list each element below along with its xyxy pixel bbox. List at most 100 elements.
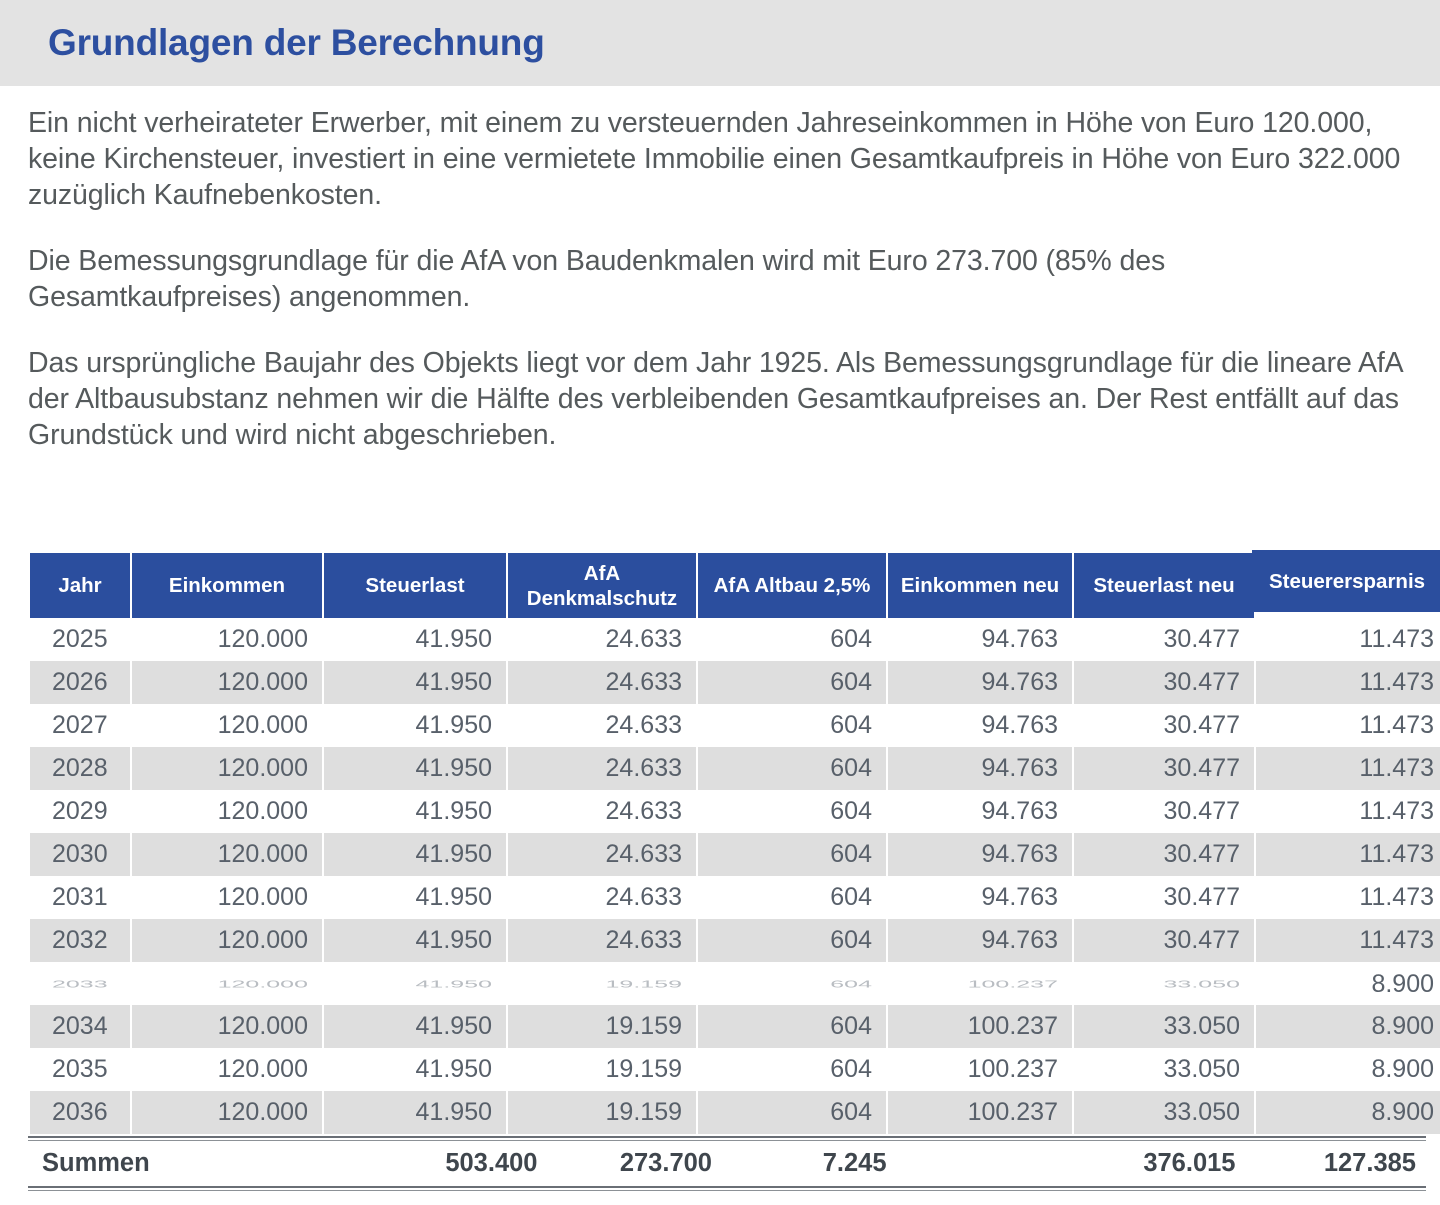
cell-jahr: 2032 bbox=[30, 919, 130, 962]
cell-ein: 120.000 bbox=[132, 876, 322, 919]
cell-spar: 8.900 bbox=[1256, 1091, 1440, 1134]
cell-spar: 11.473 bbox=[1256, 704, 1440, 747]
cell-afaa: 604 bbox=[698, 962, 886, 1005]
cell-afaa: 604 bbox=[698, 876, 886, 919]
column-header-steuerlast[interactable]: Steuerlast bbox=[324, 553, 506, 618]
cell-jahr: 2026 bbox=[30, 661, 130, 704]
column-header-steuerlast-neu[interactable]: Steuerlast neu bbox=[1074, 553, 1254, 618]
cell-ein: 120.000 bbox=[132, 833, 322, 876]
cell-st: 41.950 bbox=[324, 790, 506, 833]
cell-spar: 11.473 bbox=[1256, 618, 1440, 661]
cell-st: 41.950 bbox=[324, 876, 506, 919]
column-header-afa-denkmalschutz[interactable]: AfA Denkmalschutz bbox=[508, 553, 696, 618]
cell-ein: 120.000 bbox=[132, 962, 322, 1005]
cell-afad: 24.633 bbox=[508, 747, 696, 790]
clip-overlay bbox=[1244, 919, 1254, 962]
table-body: 2025 120.000 41.950 24.633 604 94.763 30.477 11… bbox=[30, 618, 1440, 1134]
cell-einn: 100.237 bbox=[888, 1005, 1072, 1048]
clip-overlay bbox=[1244, 1091, 1254, 1134]
cell-afad: 24.633 bbox=[508, 618, 696, 661]
cell-jahr: 2031 bbox=[30, 876, 130, 919]
cell-stn: 30.477 bbox=[1074, 833, 1254, 876]
cell-afad: 19.159 bbox=[508, 1005, 696, 1048]
cell-st: 41.950 bbox=[324, 661, 506, 704]
cell-st: 41.950 bbox=[324, 618, 506, 661]
cell-einn: 94.763 bbox=[888, 919, 1072, 962]
cell-jahr: 2025 bbox=[30, 618, 130, 661]
totals-steuerersparnis: 127.385 bbox=[1251, 1141, 1424, 1186]
column-header-einkommen[interactable]: Einkommen bbox=[132, 553, 322, 618]
cell-stn: 33.050 bbox=[1074, 1091, 1254, 1134]
page-title: Grundlagen der Berechnung bbox=[48, 22, 545, 63]
cell-afad: 24.633 bbox=[508, 790, 696, 833]
cell-einn: 94.763 bbox=[888, 704, 1072, 747]
table-row: 2035 120.000 41.950 19.159 604 100.237 33.050 8… bbox=[30, 1048, 1440, 1091]
column-header-afa-altbau[interactable]: AfA Altbau 2,5% bbox=[698, 553, 886, 618]
cell-jahr: 2034 bbox=[30, 1005, 130, 1048]
intro-text-block: Ein nicht verheirateter Erwerber, mit ei… bbox=[28, 105, 1426, 453]
table-header-row: Jahr Einkommen Steuerlast AfA Denkmalsch… bbox=[30, 550, 1440, 618]
clip-overlay bbox=[1244, 876, 1254, 919]
cell-afaa: 604 bbox=[698, 747, 886, 790]
cell-ein: 120.000 bbox=[132, 790, 322, 833]
clip-overlay bbox=[1244, 1048, 1254, 1091]
column-header-steuerersparnis[interactable]: Steuerersparnis bbox=[1252, 550, 1440, 612]
cell-ein: 120.000 bbox=[132, 661, 322, 704]
cell-afad: 19.159 bbox=[508, 962, 696, 1005]
table-row: 2031 120.000 41.950 24.633 604 94.763 30.477 11… bbox=[30, 876, 1440, 919]
clip-overlay bbox=[1244, 790, 1254, 833]
cell-spar: 11.473 bbox=[1256, 919, 1440, 962]
paragraph-3: Das ursprüngliche Baujahr des Objekts li… bbox=[28, 347, 1403, 451]
cell-ein: 120.000 bbox=[132, 1005, 322, 1048]
cell-einn: 94.763 bbox=[888, 747, 1072, 790]
cell-jahr: 2035 bbox=[30, 1048, 130, 1091]
cell-st: 41.950 bbox=[324, 747, 506, 790]
cell-afad: 24.633 bbox=[508, 833, 696, 876]
cell-ein: 120.000 bbox=[132, 1048, 322, 1091]
table-row: 2033 120.000 41.950 19.159 604 100.237 33.050 8… bbox=[30, 962, 1440, 1005]
column-header-jahr[interactable]: Jahr bbox=[30, 553, 130, 618]
cell-afaa: 604 bbox=[698, 1005, 886, 1048]
cell-spar: 8.900 bbox=[1256, 1005, 1440, 1048]
column-header-einkommen-neu[interactable]: Einkommen neu bbox=[888, 553, 1072, 618]
cell-afad: 24.633 bbox=[508, 704, 696, 747]
cell-spar: 11.473 bbox=[1256, 876, 1440, 919]
cell-afaa: 604 bbox=[698, 618, 886, 661]
cell-afad: 19.159 bbox=[508, 1048, 696, 1091]
cell-ein: 120.000 bbox=[132, 704, 322, 747]
cell-afaa: 604 bbox=[698, 1091, 886, 1134]
totals-rule-top bbox=[28, 1136, 1426, 1141]
cell-afad: 24.633 bbox=[508, 876, 696, 919]
table-row: 2036 120.000 41.950 19.159 604 100.237 33.050 8… bbox=[30, 1091, 1440, 1134]
cell-einn: 94.763 bbox=[888, 618, 1072, 661]
table-row: 2028 120.000 41.950 24.633 604 94.763 30.477 11… bbox=[30, 747, 1440, 790]
cell-afad: 24.633 bbox=[508, 661, 696, 704]
cell-afad: 19.159 bbox=[508, 1091, 696, 1134]
cell-stn: 30.477 bbox=[1074, 790, 1254, 833]
column-header-steuerersparnis-cell: Steuerersparnis bbox=[1252, 550, 1440, 618]
cell-jahr: 2028 bbox=[30, 747, 130, 790]
cell-stn: 33.050 bbox=[1074, 1048, 1254, 1091]
cell-afaa: 604 bbox=[698, 790, 886, 833]
totals-afa-denkmalschutz: 273.700 bbox=[553, 1141, 726, 1186]
cell-spar: 11.473 bbox=[1256, 833, 1440, 876]
table-row: 2030 120.000 41.950 24.633 604 94.763 30.477 11… bbox=[30, 833, 1440, 876]
cell-jahr: 2029 bbox=[30, 790, 130, 833]
cell-jahr: 2036 bbox=[30, 1091, 130, 1134]
cell-spar: 8.900 bbox=[1256, 962, 1440, 1005]
table-row: 2034 120.000 41.950 19.159 604 100.237 33.050 8… bbox=[30, 1005, 1440, 1048]
cell-st: 41.950 bbox=[324, 919, 506, 962]
cell-st: 41.950 bbox=[324, 704, 506, 747]
totals-steuerlast-neu: 376.015 bbox=[1077, 1141, 1250, 1186]
cell-afaa: 604 bbox=[698, 704, 886, 747]
clip-overlay bbox=[1244, 618, 1254, 661]
calculation-table: Jahr Einkommen Steuerlast AfA Denkmalsch… bbox=[28, 550, 1440, 1134]
cell-ein: 120.000 bbox=[132, 919, 322, 962]
cell-einn: 94.763 bbox=[888, 833, 1072, 876]
totals-einkommen bbox=[204, 1141, 377, 1186]
cell-afaa: 604 bbox=[698, 661, 886, 704]
cell-stn: 30.477 bbox=[1074, 747, 1254, 790]
paragraph-2: Die Bemessungsgrundlage für die AfA von … bbox=[28, 245, 1166, 313]
table-header-row-group: Jahr Einkommen Steuerlast AfA Denkmalsch… bbox=[30, 550, 1440, 618]
cell-ein: 120.000 bbox=[132, 747, 322, 790]
